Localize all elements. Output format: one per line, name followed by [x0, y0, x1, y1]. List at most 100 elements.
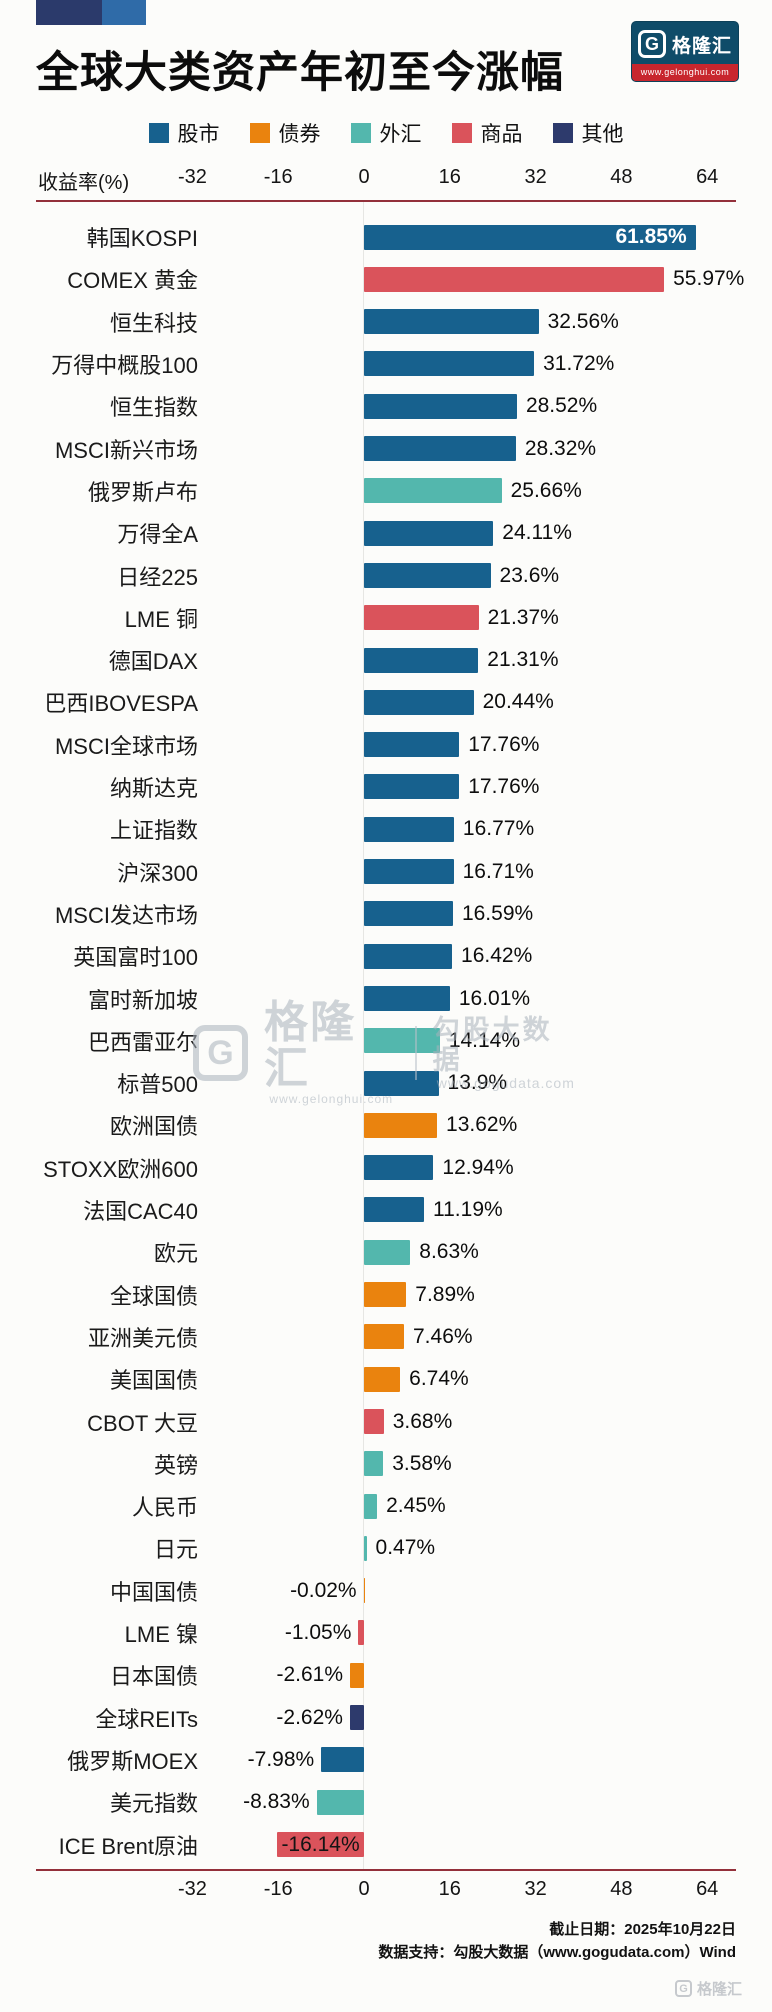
legend-swatch [552, 123, 573, 143]
axis-tick: 0 [358, 1878, 370, 1900]
bar-value: 21.31% [487, 648, 559, 672]
bar-category: LME 镍 [124, 1622, 198, 1648]
bar-row: 俄罗斯卢布 25.66% [0, 470, 772, 512]
bar-category: 日元 [153, 1537, 198, 1563]
bar-value: 14.14% [448, 1028, 521, 1052]
axis-tick: 32 [524, 166, 547, 188]
bar-category: 沪深300 [117, 860, 198, 886]
bar-value: 16.59% [461, 901, 534, 925]
bar [364, 1408, 384, 1434]
bar-value: 16.71% [462, 859, 534, 883]
bar-category: LME 铜 [124, 606, 198, 632]
bar [364, 1155, 434, 1181]
bar-category: MSCI全球市场 [54, 733, 198, 759]
corner-g-icon: G [674, 1980, 692, 1997]
axis-tick: 64 [696, 1878, 719, 1900]
bar [364, 266, 665, 292]
bar-row: COMEX 黄金 55.97% [0, 258, 772, 300]
bar [364, 520, 494, 546]
bar-row: 欧洲国债 13.62% [0, 1104, 772, 1146]
bar-row: 人民币 2.45% [0, 1485, 772, 1527]
gelonghui-logo-text: 格隆汇 [672, 35, 733, 57]
legend-label: 外汇 [379, 123, 422, 146]
deco-bar-blue [102, 0, 146, 25]
bar-row: 上证指数 16.77% [0, 808, 772, 850]
footer-source: 数据支持：勾股大数据（www.gogudata.com）Wind [378, 1944, 736, 1961]
bar-value: 3.68% [392, 1409, 453, 1433]
gelonghui-logo-url: www.gelonghui.com [632, 64, 738, 81]
page-title: 全球大类资产年初至今涨幅 [36, 49, 564, 97]
bar-category: 欧元 [153, 1241, 198, 1267]
axis-tick: 48 [610, 166, 633, 188]
bar [364, 943, 453, 969]
footer-date: 截止日期：2025年10月22日 [549, 1921, 736, 1938]
corner-logo: G 格隆汇 [674, 1978, 742, 1999]
bar-category: 巴西雷亚尔 [87, 1029, 198, 1055]
bar-row: 纳斯达克 17.76% [0, 766, 772, 808]
legend-label: 股市 [177, 123, 220, 146]
bar [316, 1789, 364, 1815]
bar-value: 11.19% [433, 1198, 503, 1222]
bar-category: 亚洲美元债 [87, 1325, 198, 1351]
bar [364, 478, 502, 504]
bar-row: 巴西雷亚尔 14.14% [0, 1020, 772, 1062]
bar [364, 1451, 384, 1477]
bar-category: 中国国债 [109, 1579, 198, 1605]
bar [350, 1662, 364, 1688]
bar-value: 8.63% [419, 1240, 479, 1264]
bar-category: ICE Brent原油 [58, 1833, 198, 1859]
bar-category: 上证指数 [109, 818, 198, 844]
axis-bottom: -32 -16 0 16 32 48 64 [0, 1876, 772, 1904]
bar [364, 1028, 440, 1054]
bar-row: 中国国债 -0.02% [0, 1570, 772, 1612]
bar-value: 3.58% [392, 1451, 452, 1475]
bar-value: 32.56% [547, 309, 619, 333]
gelonghui-logo-main: G 格隆汇 [632, 22, 738, 64]
bar-value: -16.14% [281, 1832, 360, 1856]
corner-brand: 格隆汇 [696, 1981, 742, 1998]
deco-bar-navy [36, 0, 102, 25]
bar [364, 901, 453, 927]
gelonghui-g-icon: G [638, 30, 666, 58]
bar-value: 31.72% [543, 352, 615, 376]
bar-row: 日元 0.47% [0, 1527, 772, 1569]
bar-row: MSCI新兴市场 28.32% [0, 428, 772, 470]
bar-value: 61.85% [615, 225, 687, 249]
axis-tick: 0 [358, 166, 370, 188]
bar-row: 亚洲美元债 7.46% [0, 1316, 772, 1358]
bar-row: CBOT 大豆 3.68% [0, 1400, 772, 1442]
bar [364, 816, 454, 842]
bar-chart: 韩国KOSPI 61.85% COMEX 黄金 55.97% 恒生科技 32.56% 万得中… [0, 216, 772, 1866]
bar-row: 韩国KOSPI 61.85% [0, 216, 772, 258]
bar-row: 日本国债 -2.61% [0, 1654, 772, 1696]
bar-row: 全球REITs -2.62% [0, 1697, 772, 1739]
bar-category: 恒生指数 [109, 395, 198, 421]
bar-row: 恒生科技 32.56% [0, 301, 772, 343]
bar [364, 1535, 367, 1561]
bar-value: 28.52% [525, 394, 598, 418]
bar-category: 万得中概股100 [51, 353, 198, 379]
bar-row: LME 镍 -1.05% [0, 1612, 772, 1654]
bar-value: 6.74% [409, 1367, 469, 1391]
bar [364, 1282, 407, 1307]
bar [364, 605, 479, 631]
bar [364, 859, 454, 884]
bar-category: 全球国债 [109, 1283, 198, 1309]
bar-category: COMEX 黄金 [67, 268, 198, 294]
bar-value: 17.76% [468, 732, 540, 756]
bar-category: 俄罗斯卢布 [87, 479, 198, 505]
bar-category: 美国国债 [109, 1368, 198, 1394]
bar-value: -7.98% [247, 1747, 315, 1771]
bar [364, 1366, 401, 1392]
bar-category: 德国DAX [108, 649, 198, 675]
bar-value: 21.37% [487, 605, 559, 629]
bar-category: 恒生科技 [109, 310, 198, 336]
bar-category: 万得全A [117, 522, 198, 548]
bar [358, 1620, 364, 1646]
bar [364, 393, 517, 419]
axis-tick: 16 [438, 1878, 461, 1900]
bar-value: 55.97% [673, 267, 745, 291]
axis-top: 收益率(%) -32 -16 0 16 32 48 64 [0, 164, 772, 194]
bar-value: 16.42% [461, 944, 533, 968]
bar-category: MSCI发达市场 [54, 902, 198, 928]
